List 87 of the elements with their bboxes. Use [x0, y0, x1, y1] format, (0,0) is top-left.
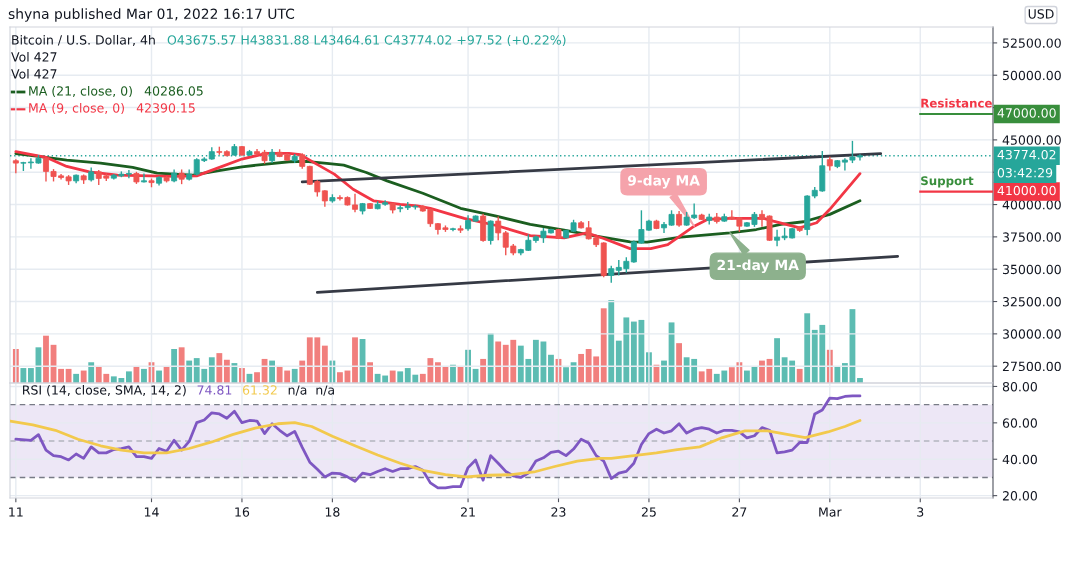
candlestick: [186, 169, 193, 181]
y-tick-label: 80.00: [1002, 381, 1037, 392]
bar: [141, 368, 147, 383]
candlestick: [12, 159, 19, 174]
bar: [578, 353, 585, 383]
bar: [27, 368, 34, 383]
ref-line-label: 47000.00: [997, 108, 1056, 118]
x-tick-label: 27: [732, 507, 747, 517]
bar: [80, 370, 87, 383]
annotation: Vol 427: [11, 51, 57, 62]
bar: [608, 300, 615, 383]
x-tick-label: 23: [551, 507, 566, 517]
bar: [600, 308, 607, 383]
legend-label: MA (21, close, 0): [29, 85, 132, 98]
x-tick-label: 11: [9, 507, 23, 517]
x-tick-label: 25: [641, 507, 656, 517]
bar: [397, 371, 404, 383]
bar: [389, 370, 396, 383]
y-tick-label: 32500.00: [1002, 297, 1061, 307]
bar: [796, 368, 803, 383]
bar: [548, 354, 554, 383]
bar: [171, 348, 178, 383]
bar: [744, 370, 750, 383]
x-tick-label: 16: [235, 507, 250, 517]
x-tick-label: Mar: [819, 507, 842, 517]
y-tick-label: 40000.00: [1002, 200, 1061, 210]
bar: [495, 341, 502, 383]
bar: [834, 366, 841, 383]
x-tick-label: 14: [144, 507, 159, 517]
line-series: [10, 419, 862, 479]
bar: [487, 333, 494, 383]
bar: [216, 353, 223, 383]
candlestick: [487, 220, 494, 245]
text: Bitcoin / U.S. Dollar, 4h: [12, 34, 155, 46]
bar: [774, 338, 780, 383]
y-tick-label: 20.00: [1002, 491, 1037, 501]
text: 03:42:29: [997, 167, 1053, 178]
annotation: 21-day MA: [717, 259, 799, 273]
ref-line-label: 41000.00: [997, 185, 1056, 196]
y-tick-label: 60.00: [1002, 418, 1037, 428]
y-tick-label: 50000.00: [1002, 70, 1061, 81]
y-tick-label: 35000.00: [1002, 264, 1061, 275]
bar: [254, 372, 260, 383]
annotation: n/a n/a: [288, 385, 334, 396]
bar: [156, 370, 162, 383]
ref-line-label: 43774.02: [997, 149, 1056, 160]
candlestick: [495, 216, 502, 241]
chart-title: RSI (14, close, SMA, 14, 2): [23, 385, 186, 397]
x-tick-label: 3: [917, 507, 924, 517]
bar: [73, 373, 80, 383]
text: shyna published Mar 01, 2022 16:17 UTC: [8, 8, 295, 22]
y-tick-label: 40.00: [1002, 454, 1037, 465]
y-tick-label: 27500.00: [1002, 361, 1061, 372]
annotation: 40286.05: [144, 86, 203, 96]
annotation: Vol 427: [11, 68, 57, 79]
text: USD: [1028, 9, 1054, 19]
bar: [472, 368, 479, 383]
annotation: 61.32: [242, 385, 277, 395]
bar: [532, 339, 539, 383]
x-tick-label: 21: [461, 507, 475, 517]
legend-label: MA (9, close, 0): [29, 102, 124, 115]
bar: [58, 368, 64, 383]
bar: [65, 368, 72, 383]
y-tick-label: 37500.00: [1002, 232, 1061, 242]
bar: [804, 313, 811, 383]
annotation: Resistance: [921, 98, 992, 108]
candlestick: [141, 173, 147, 183]
bar: [352, 337, 358, 383]
bar: [178, 347, 185, 383]
annotation: Support: [921, 176, 974, 188]
bar: [291, 368, 298, 383]
y-tick-label: 45000.00: [1002, 135, 1061, 145]
bar: [676, 343, 683, 383]
x-tick-label: 18: [325, 507, 340, 517]
bar: [208, 357, 215, 383]
annotation: 42390.15: [136, 103, 195, 113]
bar: [43, 335, 49, 383]
annotation: 9-day MA: [627, 174, 700, 189]
bar: [20, 368, 27, 383]
bar: [125, 371, 132, 383]
bar: [337, 372, 343, 383]
y-tick-label: 52500.00: [1002, 38, 1061, 48]
annotation: 74.81: [197, 385, 232, 395]
bar: [321, 345, 328, 383]
annotation: O43675.57 H43831.88 L43464.61 C43774.02 +97.52 (+0.22%): [167, 34, 566, 47]
bar: [563, 367, 569, 383]
y-tick-label: 30000.00: [1002, 329, 1061, 339]
